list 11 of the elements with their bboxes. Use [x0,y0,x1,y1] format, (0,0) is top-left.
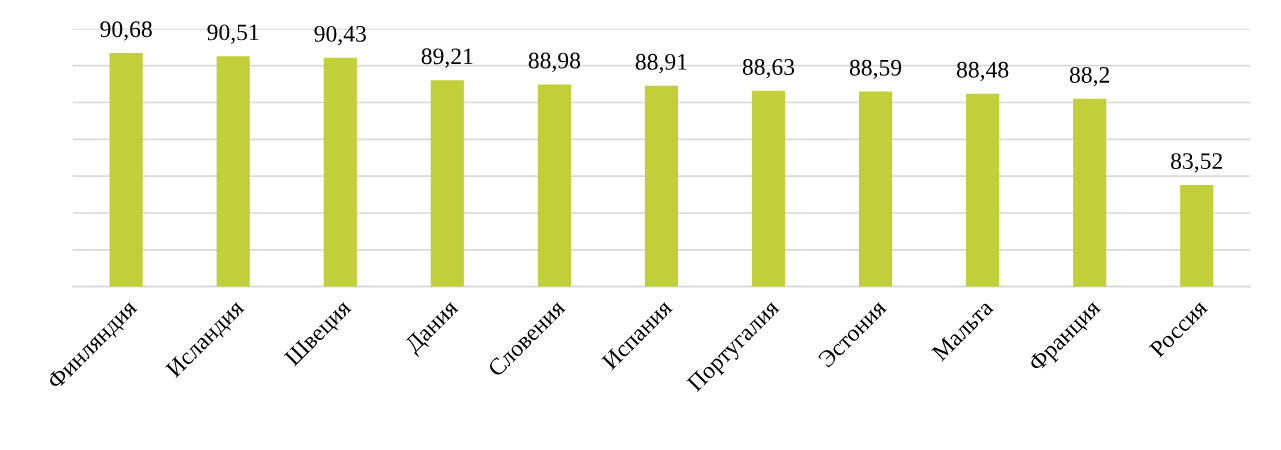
data-label: 88,59 [849,59,902,80]
data-label: 83,52 [1171,153,1222,173]
data-label: 88,48 [956,61,1009,82]
data-label: 88,91 [635,53,687,74]
data-label: 89,21 [421,48,473,68]
data-label: 90,43 [314,25,366,46]
data-label: 90,68 [100,21,152,41]
data-label: 88,2 [1069,66,1110,87]
data-label: 90,51 [207,24,259,44]
data-label: 88,98 [528,52,581,72]
data-label: 88,63 [742,59,795,79]
